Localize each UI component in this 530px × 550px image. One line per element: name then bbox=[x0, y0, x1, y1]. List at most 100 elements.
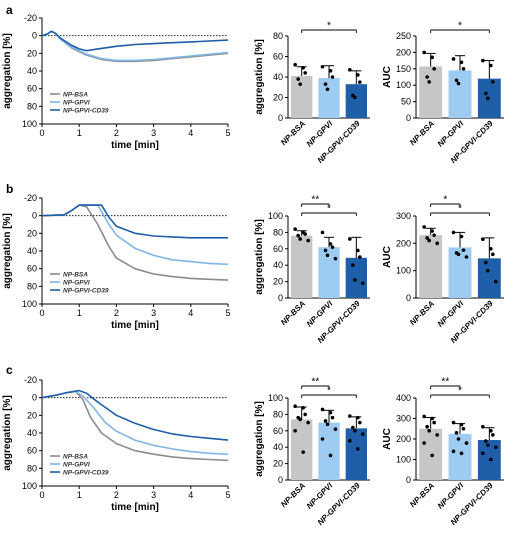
row2-auc-sig-label: * bbox=[458, 386, 462, 397]
row2-agg-data-point bbox=[328, 410, 333, 415]
row2-agg-data-point bbox=[301, 406, 305, 410]
row0-line-legend-entry: NP-GPVI bbox=[63, 100, 90, 107]
row0-auc-data-point bbox=[430, 55, 434, 60]
row1-auc-data-point bbox=[427, 238, 431, 243]
row2-agg-data-point bbox=[351, 425, 355, 430]
row2-agg-data-point bbox=[333, 427, 338, 431]
row1-line-xtick-label: 3 bbox=[151, 308, 156, 318]
row2-auc-data-point bbox=[430, 416, 434, 421]
row0-agg-sig-label: * bbox=[327, 21, 331, 32]
row0-agg-bar bbox=[291, 75, 313, 118]
row0-line-xtick-label: 0 bbox=[39, 128, 44, 138]
row2-line-ytick-label: 100 bbox=[22, 481, 37, 491]
row0-auc-ytick-label: 50 bbox=[401, 97, 411, 107]
row1-auc-data-point bbox=[425, 236, 429, 240]
row2-agg-ytick-label: 80 bbox=[273, 409, 283, 419]
row2-auc-data-point bbox=[489, 457, 493, 462]
row1-agg-data-point bbox=[298, 237, 302, 241]
row2-agg-data-point bbox=[301, 450, 305, 454]
row2-agg-data-point bbox=[303, 412, 307, 417]
row1-line-xtick-label: 5 bbox=[225, 308, 230, 318]
row2-auc-data-point bbox=[481, 451, 485, 456]
row0-auc-bar bbox=[448, 70, 472, 118]
row2-agg-ytick-label: 100 bbox=[268, 393, 283, 403]
row0-auc-ytick-label: 150 bbox=[396, 64, 411, 74]
row2-line-legend-entry: NP-BSA bbox=[63, 454, 88, 461]
row1-agg-data-point bbox=[320, 230, 325, 235]
row0-line-ytick-label: 100 bbox=[22, 119, 37, 129]
row1-auc-bar bbox=[448, 247, 472, 298]
row0-auc-data-point bbox=[484, 91, 488, 96]
row2-line-series-line bbox=[41, 389, 229, 441]
row2-agg-data-point bbox=[320, 437, 325, 441]
row0-auc-data-point bbox=[491, 80, 495, 84]
row0-line-xlabel: time [min] bbox=[111, 140, 159, 151]
row2-auc-data-point bbox=[459, 451, 464, 456]
row2-agg-data-point bbox=[293, 429, 297, 433]
row1-auc-data-point bbox=[432, 233, 436, 237]
row2-auc-data-point bbox=[489, 429, 493, 433]
row0-auc-ylabel: AUC bbox=[382, 66, 393, 88]
row1-auc-data-point bbox=[464, 255, 469, 259]
row1-auc-data-point bbox=[459, 234, 464, 239]
row2-auc-data-point bbox=[456, 437, 461, 441]
row2-agg-data-point bbox=[323, 419, 328, 423]
row1-line-ytick-label: 60 bbox=[27, 264, 37, 274]
row2-line-ylabel: aggregation [%] bbox=[2, 395, 13, 471]
row1-line-xtick-label: 1 bbox=[77, 308, 82, 318]
row2-auc-bar bbox=[419, 428, 443, 480]
row1-auc-data-point bbox=[494, 279, 498, 284]
row2-line-xtick-label: 3 bbox=[151, 490, 156, 500]
row0-agg-data-point bbox=[323, 82, 328, 86]
row1-auc-data-point bbox=[435, 241, 439, 246]
row1-line-ytick-label: 40 bbox=[27, 246, 37, 256]
row0-auc-category-label: NP-GPVI bbox=[436, 119, 466, 149]
row1-line-xtick-label: 2 bbox=[114, 308, 119, 318]
row0-line-xtick-label: 4 bbox=[188, 128, 193, 138]
row2-agg-data-point bbox=[293, 404, 297, 409]
row1-line-ytick-label: 0 bbox=[32, 211, 37, 221]
row2-auc-data-point bbox=[427, 429, 431, 433]
row2-line-xtick-label: 0 bbox=[39, 490, 44, 500]
row1-line-ytick-label: 20 bbox=[27, 228, 37, 238]
row1-agg-data-point bbox=[330, 245, 335, 249]
row0-agg-data-point bbox=[358, 80, 362, 84]
row0-line-xtick-label: 2 bbox=[114, 128, 119, 138]
row2-auc-data-point bbox=[459, 422, 464, 427]
row2-auc-data-point bbox=[491, 433, 495, 437]
panel-label-c: c bbox=[6, 363, 13, 377]
row0-auc-ytick-label: 0 bbox=[406, 113, 411, 123]
row0-agg-data-point bbox=[301, 65, 305, 70]
row0-auc-bar bbox=[419, 66, 443, 118]
row2-line-ytick-label: 40 bbox=[27, 428, 37, 438]
row1-line-ytick-label: -20 bbox=[24, 193, 37, 203]
row1-auc-sig-label: * bbox=[458, 204, 462, 215]
row2-auc-data-point bbox=[430, 453, 434, 458]
row0-agg-category-label: NP-BSA bbox=[279, 119, 307, 147]
row1-agg-data-point bbox=[328, 242, 333, 246]
row1-line-xtick-label: 0 bbox=[39, 308, 44, 318]
row0-auc-data-point bbox=[489, 63, 493, 68]
row2-agg-sig-label: * bbox=[327, 386, 331, 397]
row0-line-ytick-label: 20 bbox=[27, 48, 37, 58]
row1-agg-ytick-label: 60 bbox=[273, 244, 283, 254]
row1-agg-data-point bbox=[353, 278, 357, 282]
row2-line-xtick-label: 5 bbox=[225, 490, 230, 500]
row0-auc-ytick-label: 250 bbox=[396, 31, 411, 41]
row1-agg-ytick-label: 100 bbox=[268, 211, 283, 221]
row0-auc-data-point bbox=[451, 57, 456, 61]
row2-agg-bar bbox=[291, 419, 313, 480]
row2-auc-data-point bbox=[484, 439, 488, 443]
row1-auc-ytick-label: 0 bbox=[406, 293, 411, 303]
row0-agg-data-point bbox=[328, 69, 333, 73]
row2-agg-data-point bbox=[330, 415, 335, 420]
row1-agg-data-point bbox=[306, 238, 310, 243]
row1-line-xlabel: time [min] bbox=[111, 320, 159, 331]
row2-auc-data-point bbox=[464, 441, 469, 445]
row1-auc-data-point bbox=[486, 268, 490, 273]
row1-line-legend-entry: NP-GPVI bbox=[63, 280, 90, 287]
row0-auc-data-point bbox=[454, 78, 459, 83]
row0-auc-data-point bbox=[432, 67, 436, 71]
